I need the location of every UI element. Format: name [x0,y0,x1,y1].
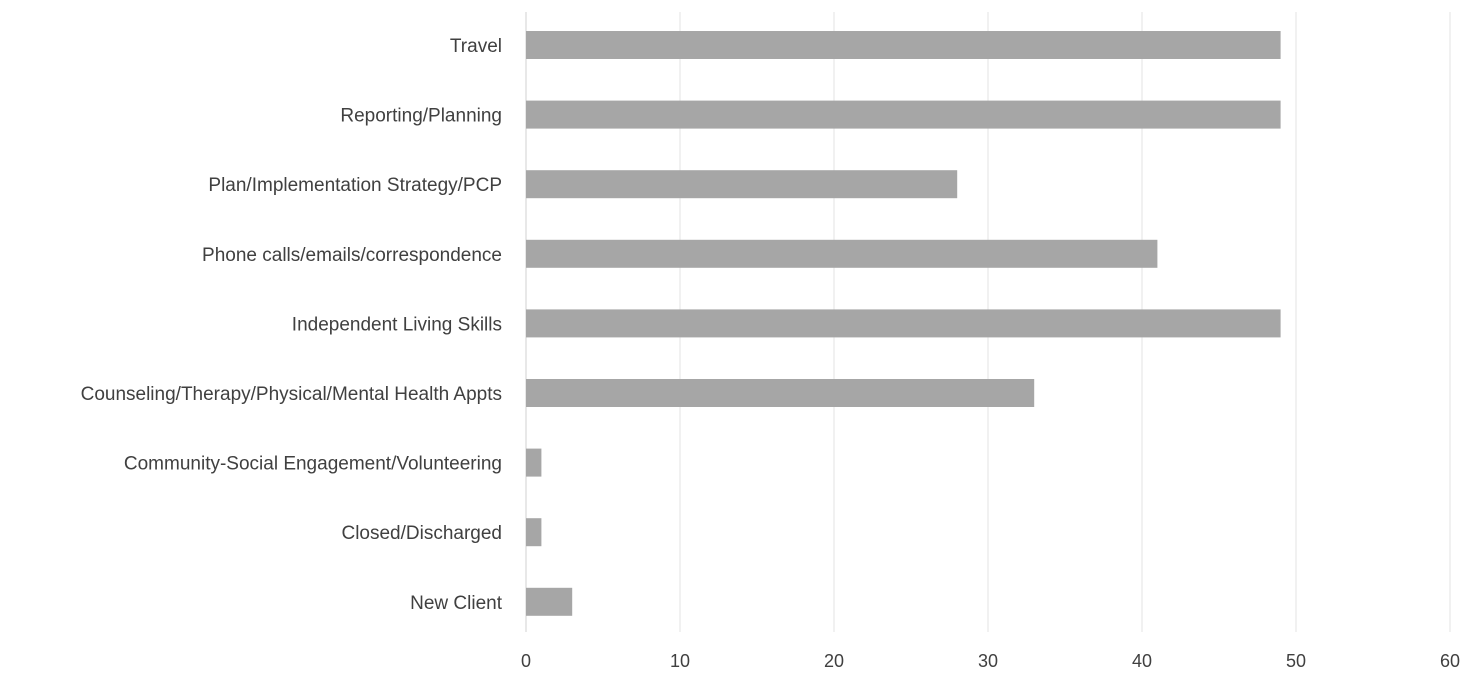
x-tick-label: 50 [1286,651,1306,671]
category-label: Closed/Discharged [341,523,502,544]
x-tick-label: 20 [824,651,844,671]
category-label: New Client [410,593,503,614]
category-label: Travel [450,36,502,57]
category-label: Independent Living Skills [292,314,502,335]
bar-layer [526,31,1281,616]
x-tick-label: 0 [521,651,531,671]
bar [526,379,1035,407]
category-label: Counseling/Therapy/Physical/Mental Healt… [81,384,502,405]
tick-labels: 0 10 20 30 40 50 60 [521,651,1460,671]
bar [526,31,1281,59]
bar [526,100,1281,129]
x-tick-label: 40 [1132,651,1152,671]
x-tick-label: 10 [670,651,690,671]
x-tick-label: 30 [978,651,998,671]
category-labels: Travel Reporting/Planning Plan/Implementat… [81,36,503,614]
category-label: Reporting/Planning [340,106,502,127]
category-label: Phone calls/emails/correspondence [202,245,502,266]
category-label: Plan/Implementation Strategy/PCP [208,175,502,196]
category-label: Community-Social Engagement/Volunteering [124,454,502,475]
bar [526,170,958,199]
bar [526,448,542,477]
bar [526,309,1281,338]
bar [526,239,1158,268]
x-tick-label: 60 [1440,651,1460,671]
bar [526,587,573,616]
bar [526,518,542,547]
